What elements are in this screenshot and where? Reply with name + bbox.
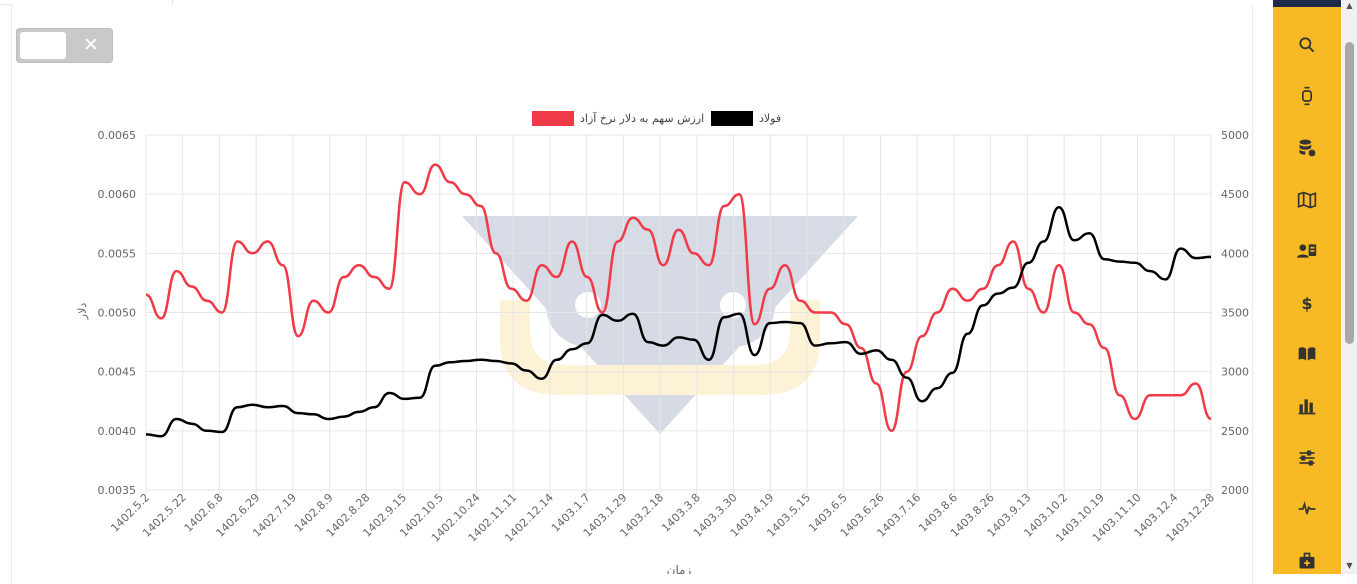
close-toggle-button[interactable]: ✕: [16, 28, 113, 63]
line-chart: 0.0065 0.0060 0.0055 0.0050 0.0045 0.0040 0.00…: [76, 111, 1249, 574]
y-right-tick-label: 2000: [1221, 484, 1249, 497]
map-icon[interactable]: [1295, 188, 1319, 212]
vertical-scrollbar[interactable]: ▲ ▼: [1342, 0, 1357, 574]
briefcase-plus-icon[interactable]: [1295, 549, 1319, 573]
x-axis-title: زمان: [667, 563, 692, 574]
chart-grid: [145, 134, 1212, 495]
y-right-tick-label: 5000: [1221, 129, 1249, 142]
y-right-tick-label: 4500: [1221, 188, 1249, 201]
dollar-icon[interactable]: $: [1295, 291, 1319, 315]
search-icon[interactable]: [1295, 33, 1319, 57]
legend-swatch-red: [532, 111, 574, 126]
toggle-knob[interactable]: [20, 32, 66, 59]
y-left-tick-label: 0.0035: [98, 484, 137, 497]
y-right-tick-label: 4000: [1221, 247, 1249, 260]
y-left-tick-label: 0.0045: [98, 366, 137, 379]
pulse-icon[interactable]: [1295, 497, 1319, 521]
user-card-icon[interactable]: [1295, 239, 1319, 263]
book-icon[interactable]: [1295, 342, 1319, 366]
y-axis-left: 0.0065 0.0060 0.0055 0.0050 0.0045 0.0040 0.00…: [98, 129, 137, 497]
legend-label-red: ارزش سهم به دلار نرخ آزاد: [580, 111, 704, 125]
svg-text:$: $: [1301, 294, 1312, 313]
y-right-tick-label: 3000: [1221, 366, 1249, 379]
bar-chart-icon[interactable]: [1295, 394, 1319, 418]
scroll-down-arrow[interactable]: ▼: [1346, 561, 1353, 570]
y-right-tick-label: 3500: [1221, 307, 1249, 320]
x-axis: 1402.5.21402.5.221402.6.81402.6.291402.7…: [108, 491, 1217, 545]
scroll-up-arrow[interactable]: ▲: [1346, 1, 1353, 10]
database-settings-icon[interactable]: [1295, 136, 1319, 160]
legend-swatch-black: [711, 111, 753, 126]
series-line-black: [145, 205, 1212, 438]
y-left-tick-label: 0.0055: [98, 247, 137, 260]
y-left-tick-label: 0.0040: [98, 425, 137, 438]
series-line-red: [145, 163, 1212, 433]
watch-icon[interactable]: [1295, 84, 1319, 108]
y-left-tick-label: 0.0060: [98, 188, 137, 201]
sliders-icon[interactable]: [1295, 446, 1319, 470]
y-axis-title: دلار: [76, 303, 89, 321]
legend-label-black: فولاد: [759, 112, 781, 125]
top-tab[interactable]: [0, 0, 173, 4]
main-panel: [11, 4, 1253, 584]
series-layer: [145, 163, 1212, 438]
y-left-tick-label: 0.0065: [98, 129, 137, 142]
y-left-tick-label: 0.0050: [98, 307, 137, 320]
sidebar-topbar: [1273, 0, 1341, 7]
right-sidebar: $: [1273, 0, 1341, 574]
y-axis-right: 5000 4500 4000 3500 3000 2500 2000: [1221, 129, 1249, 497]
close-icon: ✕: [83, 34, 99, 56]
y-right-tick-label: 2500: [1221, 425, 1249, 438]
scrollbar-thumb[interactable]: [1345, 42, 1354, 344]
chart-legend: فولاد ارزش سهم به دلار نرخ آزاد: [532, 111, 781, 126]
